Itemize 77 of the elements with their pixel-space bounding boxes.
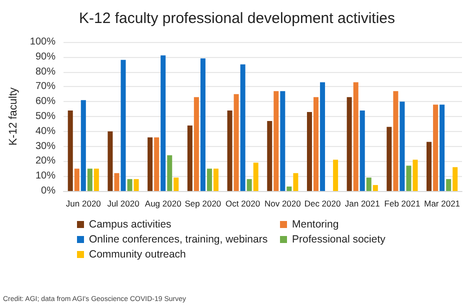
bar [313,97,319,191]
bar [87,168,92,191]
bar [346,97,352,191]
bar [187,125,192,191]
bar [280,91,286,191]
bar [134,179,139,191]
y-tick-label: 20% [35,156,56,167]
x-tick-label: Mar 2021 [424,198,460,208]
bar [306,112,312,191]
y-tick-label: 90% [35,51,56,62]
legend-label: Professional society [292,234,386,246]
bar [120,60,126,191]
y-tick-label: 0% [41,186,56,196]
bar [94,168,99,191]
bar [412,160,418,191]
x-tick-label: Nov 2020 [264,198,302,208]
bar [213,168,218,191]
y-tick-label: 60% [35,96,56,108]
bar [200,58,206,191]
bar [127,179,132,191]
bar [286,186,292,191]
y-tick-label: 40% [35,126,56,137]
bar [400,102,405,191]
bar [433,104,438,191]
y-tick-label: 80% [35,66,56,78]
y-tick-label: 50% [35,111,56,122]
bar [80,100,86,191]
y-axis-title: K-12 faculty [8,86,20,146]
bar [253,162,258,191]
bar [74,168,80,191]
bar [353,82,358,191]
bar [267,120,272,191]
x-tick-label: Jan 2021 [344,198,380,208]
legend-label: Online conferences, training, webinars [89,234,268,246]
bar [320,82,326,191]
x-tick-label: Oct 2020 [226,198,260,208]
legend-label: Community outreach [89,248,186,260]
bar [452,167,458,191]
x-tick-label: Jun 2020 [66,198,102,208]
bar [446,179,452,191]
bar [366,178,372,191]
y-tick-label: 100% [30,36,56,48]
bar [174,178,179,191]
bar [406,166,412,191]
bar [167,155,172,191]
bar [426,142,432,191]
y-tick-label: 30% [35,140,56,152]
bar [154,137,160,191]
bar [160,55,166,191]
bar [234,94,239,191]
bar [240,64,246,191]
x-tick-label: Feb 2021 [384,198,420,208]
x-tick-label: Jul 2020 [107,198,140,208]
bar [360,110,365,191]
x-tick-label: Aug 2020 [144,198,182,208]
bar [114,173,120,191]
bar [68,110,73,191]
bar [372,185,378,191]
legend-label: Campus activities [89,218,172,230]
bar [440,104,445,191]
bar [148,137,153,191]
bar [293,173,298,191]
bar [386,126,392,191]
bar [194,97,199,191]
bar [393,91,398,191]
x-tick-label: Sep 2020 [184,198,222,208]
bar [333,160,338,191]
bar [206,168,212,191]
legend-label: Mentoring [292,218,339,230]
y-tick-label: 70% [35,81,56,92]
bar [274,91,279,191]
bar [246,179,252,191]
y-tick-label: 10% [35,170,56,182]
x-tick-label: Dec 2020 [304,198,341,208]
bar [227,110,232,191]
bar [108,131,113,191]
chart-title: K-12 faculty professional development activities [79,10,395,27]
